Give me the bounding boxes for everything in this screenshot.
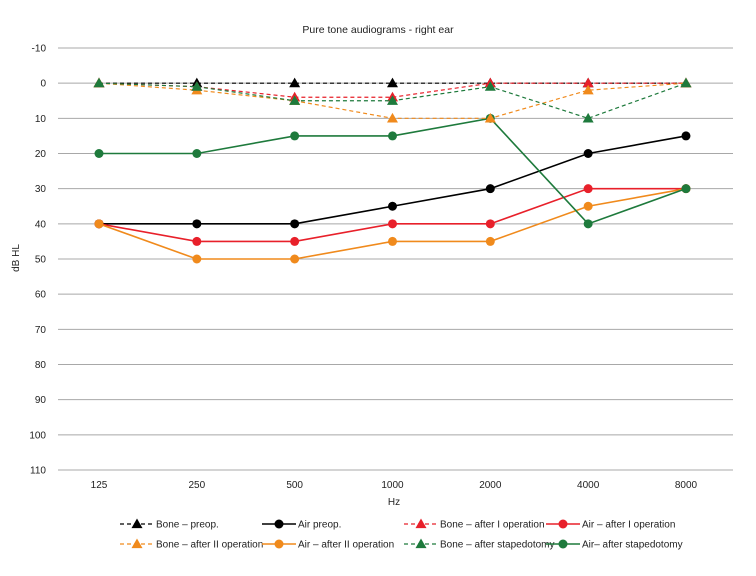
circle-point: [192, 236, 202, 246]
grid-lines: [58, 47, 733, 471]
x-tick-label: 125: [91, 480, 108, 491]
series-6: [93, 77, 692, 123]
legend-item: Air – after II operation: [262, 539, 394, 551]
circle-point: [681, 131, 691, 141]
legend-swatch-marker: [558, 539, 568, 549]
legend-swatch-marker: [131, 538, 143, 549]
series-line: [98, 187, 686, 243]
y-tick-label: 40: [35, 219, 47, 230]
legend-label: Bone – after II operation: [156, 540, 263, 551]
circle-point: [94, 149, 104, 158]
y-tick-label: 70: [35, 325, 47, 336]
triangle-point: [484, 112, 496, 123]
y-tick-labels: -10 0 10 20 30 40 50 60 70 80 90 100 110: [29, 44, 46, 477]
triangle-point: [386, 95, 398, 105]
triangle-point: [582, 84, 594, 95]
legend-label: Air – after II operation: [298, 540, 394, 551]
circle-point: [387, 131, 397, 141]
x-tick-label: 2000: [479, 480, 502, 491]
y-tick-label: 80: [35, 360, 47, 371]
y-tick-label: 30: [35, 184, 47, 195]
legend-swatch-marker: [415, 518, 427, 529]
legend-swatch-marker: [274, 539, 284, 549]
x-tick-label: 500: [286, 480, 303, 491]
circle-point: [485, 236, 495, 246]
triangle-point: [386, 112, 398, 123]
legend-label: Bone – after stapedotomy: [440, 540, 555, 551]
y-tick-label: 0: [40, 79, 46, 90]
circle-point: [290, 131, 300, 141]
triangle-point: [680, 77, 692, 88]
legend-item: Bone – after II operation: [120, 538, 263, 551]
legend-item: Bone – after I operation: [404, 518, 545, 531]
legend-label: Air preop.: [298, 520, 341, 531]
circle-point: [583, 184, 593, 194]
circle-point: [192, 219, 202, 229]
legend-label: Air– after stapedotomy: [582, 540, 683, 551]
x-tick-label: 1000: [381, 480, 404, 491]
legend-label: Bone – after I operation: [440, 520, 545, 531]
circle-point: [387, 236, 397, 246]
x-tick-labels: 125 250 500 1000 2000 4000 8000: [91, 480, 698, 491]
y-tick-label: 60: [35, 290, 47, 301]
circle-point: [485, 184, 495, 194]
x-axis-label: Hz: [388, 497, 400, 508]
circle-point: [94, 219, 104, 229]
circle-point: [387, 201, 397, 211]
y-tick-label: 90: [35, 395, 47, 406]
circle-point: [583, 149, 593, 158]
legend-item: Air– after stapedotomy: [546, 539, 683, 551]
circle-point: [387, 219, 397, 229]
triangle-point: [93, 77, 105, 88]
circle-point: [290, 254, 300, 264]
legend-item: Air preop.: [262, 519, 341, 531]
y-tick-label: 10: [35, 114, 47, 125]
legend-swatch-marker: [558, 519, 568, 529]
circle-point: [192, 254, 202, 264]
triangle-point: [289, 77, 301, 88]
legend-swatch-marker: [415, 538, 427, 549]
series-group: [93, 77, 692, 264]
y-tick-label: 110: [30, 466, 46, 477]
x-tick-label: 8000: [675, 480, 698, 491]
triangle-point: [582, 77, 594, 88]
series-1: [94, 131, 691, 229]
circle-point: [290, 236, 300, 246]
circle-point: [192, 149, 202, 158]
legend-label: Bone – preop.: [156, 520, 219, 531]
x-tick-label: 4000: [577, 480, 600, 491]
legend: Bone – preop. Air preop. Bone – after I op…: [120, 518, 683, 551]
circle-point: [583, 201, 593, 211]
series-7: [94, 113, 691, 229]
chart-title: Pure tone audiograms - right ear: [302, 24, 454, 36]
x-tick-label: 250: [188, 480, 205, 491]
triangle-point: [191, 81, 203, 91]
triangle-point: [582, 112, 594, 123]
circle-point: [290, 219, 300, 229]
circle-point: [485, 219, 495, 229]
y-tick-label: 100: [29, 430, 46, 441]
y-tick-label: 20: [35, 149, 47, 160]
y-axis-label: dB HL: [11, 244, 22, 272]
legend-item: Bone – preop.: [120, 518, 219, 531]
y-tick-label: -10: [32, 44, 47, 55]
series-3: [94, 184, 691, 246]
y-tick-label: 50: [35, 255, 47, 266]
legend-label: Air – after I operation: [582, 520, 675, 531]
triangle-point: [289, 95, 301, 105]
legend-item: Air – after I operation: [546, 519, 675, 531]
legend-swatch-marker: [131, 518, 143, 529]
triangle-point: [484, 81, 496, 91]
circle-point: [583, 219, 593, 229]
legend-swatch-marker: [274, 519, 284, 529]
circle-point: [681, 184, 691, 194]
legend-item: Bone – after stapedotomy: [404, 538, 555, 551]
triangle-point: [386, 77, 398, 88]
